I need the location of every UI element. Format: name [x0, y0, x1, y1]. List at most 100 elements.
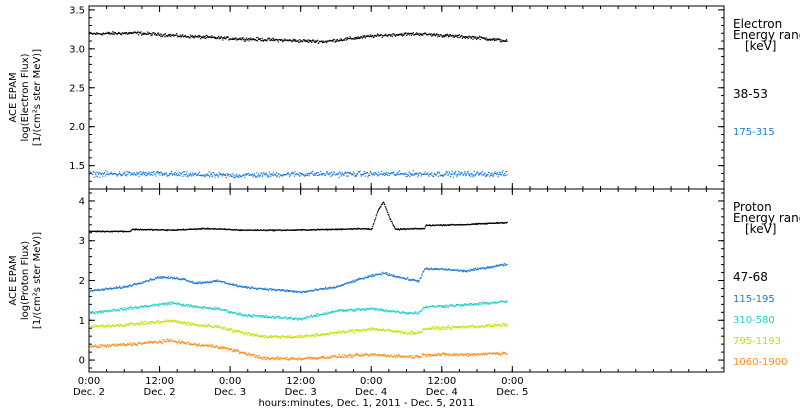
data-point: [176, 277, 178, 279]
data-point: [332, 39, 334, 41]
data-point: [135, 174, 137, 176]
data-point: [228, 38, 230, 40]
y-tick-label: 4: [79, 196, 85, 207]
data-point: [314, 315, 316, 318]
data-point: [440, 328, 442, 331]
data-point: [418, 332, 420, 334]
data-point: [181, 279, 183, 281]
data-point: [259, 315, 261, 317]
data-point: [376, 330, 379, 332]
data-point: [268, 171, 270, 173]
data-point: [103, 172, 105, 175]
data-point: [455, 35, 457, 37]
data-point: [433, 173, 435, 175]
data-point: [294, 171, 296, 173]
data-point: [383, 329, 385, 331]
data-point: [271, 289, 273, 291]
y-tick-label: 3.0: [69, 44, 85, 55]
data-point: [463, 269, 465, 271]
data-point: [480, 302, 482, 304]
data-point: [228, 311, 230, 313]
data-point: [191, 322, 193, 324]
data-point: [262, 174, 264, 176]
data-point: [247, 38, 249, 41]
data-point: [444, 268, 447, 270]
data-point: [381, 34, 383, 36]
data-point: [356, 174, 358, 176]
data-point: [393, 330, 395, 332]
series-38-53: [89, 31, 508, 44]
data-point: [306, 172, 308, 174]
data-point: [102, 32, 104, 34]
y-tick-label: 1.5: [69, 161, 85, 172]
data-point: [356, 354, 358, 356]
data-point: [101, 311, 103, 313]
data-point: [194, 228, 196, 230]
data-point: [175, 302, 177, 304]
data-point: [250, 353, 252, 355]
data-point: [371, 276, 373, 278]
data-point: [293, 291, 295, 293]
data-point: [484, 303, 486, 305]
data-point: [388, 216, 390, 218]
data-point: [132, 228, 134, 230]
data-point: [155, 341, 158, 343]
data-point: [354, 309, 356, 311]
data-point: [247, 353, 250, 355]
series-795-1193: [89, 319, 508, 340]
data-point: [141, 173, 143, 175]
data-point: [238, 37, 241, 40]
data-point: [492, 324, 494, 326]
data-point: [357, 329, 359, 331]
data-point: [442, 305, 444, 307]
data-point: [292, 173, 294, 175]
data-point: [286, 173, 288, 175]
data-point: [109, 287, 112, 289]
data-point: [358, 329, 361, 331]
data-point: [311, 335, 313, 337]
data-point: [139, 171, 141, 173]
data-point: [281, 41, 284, 43]
data-point: [231, 175, 233, 177]
data-point: [154, 341, 156, 343]
data-point: [160, 276, 162, 278]
data-point: [417, 312, 419, 314]
data-point: [256, 355, 258, 357]
data-point: [148, 341, 150, 343]
data-point: [437, 36, 439, 38]
data-point: [250, 288, 252, 290]
data-point: [118, 324, 120, 326]
data-point: [228, 174, 230, 176]
data-point: [207, 281, 209, 283]
data-point: [484, 222, 486, 224]
data-point: [501, 41, 503, 43]
data-point: [148, 321, 150, 323]
data-point: [316, 289, 318, 291]
data-point: [206, 174, 208, 177]
data-point: [121, 326, 123, 328]
legend-title: Energy ranges: [733, 28, 800, 42]
data-point: [433, 34, 435, 36]
data-point: [157, 320, 159, 322]
data-point: [124, 307, 126, 309]
data-point: [370, 275, 372, 277]
data-point: [196, 344, 198, 346]
data-point: [158, 305, 160, 307]
data-point: [191, 305, 193, 307]
data-point: [402, 34, 404, 36]
data-point: [498, 38, 500, 40]
data-point: [215, 174, 217, 176]
data-point: [101, 345, 103, 347]
data-point: [363, 354, 365, 356]
data-point: [355, 175, 357, 177]
data-point: [393, 276, 395, 278]
data-point: [464, 36, 466, 38]
data-point: [133, 307, 135, 309]
data-point: [370, 35, 373, 38]
data-point: [173, 302, 175, 304]
data-point: [486, 324, 488, 326]
data-point: [256, 176, 258, 178]
data-point: [99, 176, 101, 178]
data-point: [281, 289, 284, 291]
data-point: [186, 322, 188, 324]
